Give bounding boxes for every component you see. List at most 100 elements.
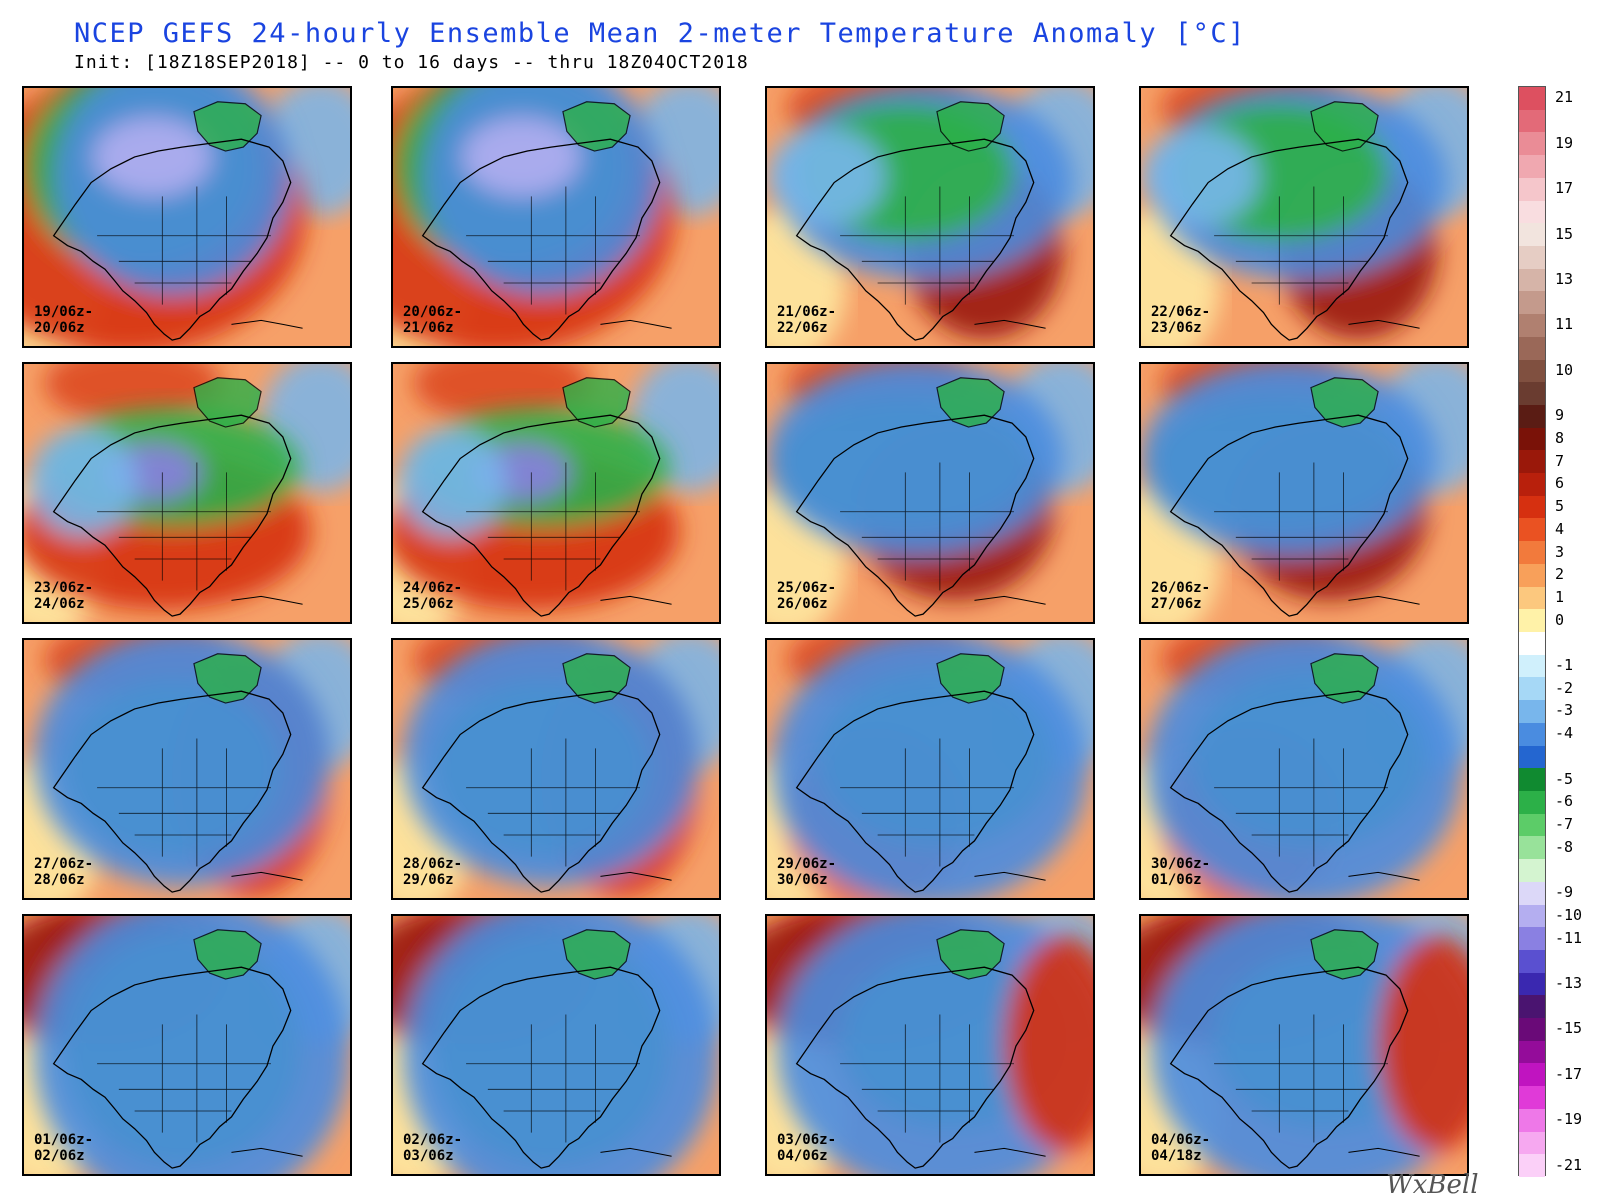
coast-line [974, 1147, 1046, 1157]
colorbar-tick-label: -19 [1555, 1110, 1583, 1129]
valid-end: 02/06z [34, 1148, 85, 1164]
colorbar-cell [1519, 927, 1545, 951]
valid-end: 04/18z [1151, 1148, 1202, 1164]
valid-start: 19/06z- [34, 304, 94, 320]
coast-line [231, 595, 303, 605]
continent-outline [52, 138, 292, 341]
colorbar-cell [1519, 87, 1545, 111]
border-line [1214, 462, 1388, 591]
panel-valid-time: 27/06z- 28/06z [34, 856, 93, 888]
colorbar-tick-label: 2 [1555, 565, 1565, 584]
map-panel: 23/06z- 24/06z [22, 362, 352, 624]
greenland-outline [193, 101, 262, 152]
colorbar-cell [1519, 314, 1545, 338]
valid-end: 21/06z [403, 320, 454, 336]
border-line [466, 186, 640, 315]
panel-valid-time: 29/06z- 30/06z [777, 856, 836, 888]
map-panel: 04/06z- 04/18z [1139, 914, 1469, 1176]
coast-line [974, 871, 1046, 881]
colorbar-cell [1519, 404, 1545, 429]
colorbar-cell [1519, 1040, 1545, 1064]
anomaly-field [93, 117, 212, 197]
anomaly-map [1141, 364, 1467, 622]
anomaly-map [24, 88, 350, 346]
valid-start: 20/06z- [403, 304, 463, 320]
map-panel: 20/06z- 21/06z [391, 86, 721, 348]
map-panel: 29/06z- 30/06z [765, 638, 1095, 900]
colorbar-cell [1519, 359, 1545, 383]
colorbar-tick-label: 7 [1555, 451, 1565, 470]
colorbar-cell [1519, 881, 1545, 905]
panel-valid-time: 28/06z- 29/06z [403, 856, 462, 888]
anomaly-field [771, 640, 1089, 898]
colorbar-cell [1519, 677, 1545, 701]
valid-end: 26/06z [777, 596, 828, 612]
map-panel: 22/06z- 23/06z [1139, 86, 1469, 348]
panel-valid-time: 01/06z- 02/06z [34, 1132, 93, 1164]
colorbar-cell [1519, 427, 1545, 451]
valid-start: 26/06z- [1151, 580, 1211, 596]
panel-valid-time: 19/06z- 20/06z [34, 304, 93, 336]
colorbar-cell [1519, 245, 1545, 270]
panel-valid-time: 22/06z- 23/06z [1151, 304, 1210, 336]
valid-start: 25/06z- [777, 580, 837, 596]
valid-start: 22/06z- [1151, 304, 1211, 320]
continent-outline [52, 690, 292, 893]
valid-end: 03/06z [403, 1148, 454, 1164]
anomaly-map [1141, 640, 1467, 898]
continent-outline [421, 138, 661, 341]
panel-valid-time: 24/06z- 25/06z [403, 580, 462, 612]
colorbar-cell [1519, 972, 1545, 996]
colorbar-cell [1519, 1154, 1545, 1178]
anomaly-map [1141, 88, 1467, 346]
anomaly-field [402, 640, 700, 887]
map-panel: 30/06z- 01/06z [1139, 638, 1469, 900]
arctic-anomaly [43, 364, 222, 424]
colorbar-cell [1519, 495, 1545, 519]
wxbell-logo: WxBell [1386, 1170, 1479, 1200]
panel-valid-time: 20/06z- 21/06z [403, 304, 462, 336]
anomaly-field [28, 428, 138, 537]
valid-end: 25/06z [403, 596, 454, 612]
valid-end: 23/06z [1151, 320, 1202, 336]
coast-line [1348, 319, 1420, 329]
anomaly-map [24, 364, 350, 622]
map-panel: 19/06z- 20/06z [22, 86, 352, 348]
border-line [840, 462, 1014, 591]
greenland-outline [936, 929, 1005, 980]
continent-outline [52, 414, 292, 617]
greenland-outline [936, 377, 1005, 428]
colorbar-cell [1519, 541, 1545, 565]
valid-end: 30/06z [777, 872, 828, 888]
anomaly-map [767, 88, 1093, 346]
continent-outline [1169, 966, 1409, 1169]
coast-line [231, 871, 303, 881]
panel-valid-time: 25/06z- 26/06z [777, 580, 836, 612]
continent-outline [421, 966, 661, 1169]
border-line [840, 738, 1014, 867]
valid-start: 21/06z- [777, 304, 837, 320]
colorbar-tick-label: 8 [1555, 428, 1565, 447]
coast-line [231, 1147, 303, 1157]
colorbar-cell [1519, 200, 1545, 224]
colorbar-cell [1519, 563, 1545, 588]
anomaly-field [1145, 640, 1463, 898]
map-panel: 01/06z- 02/06z [22, 914, 352, 1176]
border-line [97, 1014, 271, 1143]
anomaly-field [1141, 364, 1438, 556]
map-title: NCEP GEFS 24-hourly Ensemble Mean 2-mete… [74, 18, 1246, 49]
anomaly-field [1141, 127, 1260, 226]
coast-line [600, 871, 672, 881]
colorbar-tick-label: 3 [1555, 542, 1565, 561]
panel-valid-time: 02/06z- 03/06z [403, 1132, 462, 1164]
panel-valid-time: 03/06z- 04/06z [777, 1132, 836, 1164]
border-line [466, 462, 640, 591]
colorbar-tick-label: -15 [1555, 1019, 1583, 1038]
colorbar-cell [1519, 632, 1545, 656]
panel-valid-time: 23/06z- 24/06z [34, 580, 93, 612]
colorbar-cell [1519, 1108, 1545, 1133]
colorbar-cell [1519, 1063, 1545, 1087]
anomaly-field [402, 916, 719, 1174]
colorbar-cell [1519, 700, 1545, 724]
valid-start: 04/06z- [1151, 1132, 1211, 1148]
